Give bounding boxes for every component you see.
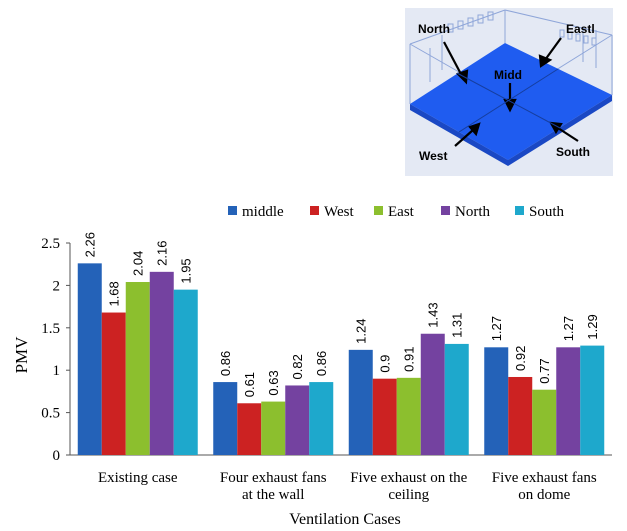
category-label-2-line-0: Five exhaust on the <box>350 470 467 486</box>
y-tick-label: 1 <box>53 363 61 379</box>
category-label-1-line-0: Four exhaust fans <box>220 470 327 486</box>
legend-swatch-south <box>515 206 524 215</box>
x-axis-title: Ventilation Cases <box>289 511 401 528</box>
value-label-west-2: 0.9 <box>378 355 393 373</box>
bar-west-1 <box>237 403 262 455</box>
legend-label-south: South <box>529 204 565 220</box>
legend-swatch-east <box>374 206 383 215</box>
room-floor-diagram: North Eastl Midd West South <box>405 8 613 176</box>
value-label-south-0: 1.95 <box>179 258 194 283</box>
wall-vent <box>559 29 565 38</box>
arrow-east <box>544 37 562 61</box>
y-tick-label: 0.5 <box>41 406 60 422</box>
category-label-3-line-0: Five exhaust fans <box>492 470 597 486</box>
wall-vent <box>457 20 464 30</box>
value-label-north-1: 0.82 <box>290 354 305 379</box>
y-tick-label: 0 <box>53 448 61 464</box>
bar-middle-2 <box>348 349 373 455</box>
arrowhead-south <box>549 121 563 135</box>
value-label-west-3: 0.92 <box>513 346 528 371</box>
value-label-south-3: 1.29 <box>585 314 600 339</box>
label-middle: Midd <box>494 68 522 82</box>
category-label-3-line-1: on dome <box>518 487 570 503</box>
legend-swatch-west <box>310 206 319 215</box>
value-label-east-3: 0.77 <box>537 358 552 383</box>
bar-east-1 <box>261 401 286 455</box>
arrowhead-east <box>538 54 553 68</box>
arrow-north <box>443 41 463 77</box>
floor-left-face <box>410 104 508 166</box>
value-label-east-1: 0.63 <box>266 370 281 395</box>
bar-east-0 <box>125 282 150 455</box>
bar-south-3 <box>580 345 605 455</box>
wall-vent <box>591 37 597 46</box>
wall-vent <box>583 35 589 44</box>
legend-label-middle: middle <box>242 204 284 220</box>
value-label-south-1: 0.86 <box>314 351 329 376</box>
bar-west-0 <box>101 312 126 455</box>
arrow-south <box>557 127 579 142</box>
wall-vent <box>575 33 581 42</box>
value-label-north-3: 1.27 <box>561 316 576 341</box>
arrowhead-west <box>468 122 481 137</box>
bar-north-3 <box>556 347 581 455</box>
label-east: Eastl <box>566 22 595 36</box>
value-label-middle-0: 2.26 <box>83 232 98 257</box>
legend-label-east: East <box>388 204 415 220</box>
bar-south-2 <box>444 343 469 455</box>
bars <box>77 263 605 455</box>
bar-middle-3 <box>484 347 509 455</box>
wall-vent <box>467 17 474 27</box>
bar-east-3 <box>532 389 557 455</box>
value-label-west-0: 1.68 <box>107 281 122 306</box>
bar-north-0 <box>149 271 174 455</box>
value-label-middle-1: 0.86 <box>218 351 233 376</box>
y-tick-label: 1.5 <box>41 321 60 337</box>
legend-label-north: North <box>455 204 490 220</box>
y-axis-title: PMV <box>12 336 31 374</box>
value-label-east-0: 2.04 <box>131 251 146 276</box>
value-label-north-0: 2.16 <box>155 241 170 266</box>
arrow-west <box>454 129 474 147</box>
wall-vent <box>487 11 494 21</box>
bar-north-2 <box>420 333 445 455</box>
value-label-north-2: 1.43 <box>426 302 441 327</box>
value-labels: 2.26 0.86 1.24 1.27 1.68 0.61 0.9 0.92 2.04 0.63 0… <box>83 232 601 397</box>
bar-south-1 <box>309 382 334 455</box>
legend-swatch-middle <box>228 206 237 215</box>
value-label-middle-2: 1.24 <box>354 319 369 344</box>
value-label-west-1: 0.61 <box>242 372 257 397</box>
legend-label-west: West <box>324 204 354 220</box>
bar-middle-1 <box>213 382 238 455</box>
bar-middle-0 <box>77 263 102 455</box>
value-label-south-2: 1.31 <box>450 313 465 338</box>
category-label-2-line-1: ceiling <box>388 487 429 503</box>
y-tick-label: 2 <box>53 278 61 294</box>
legend-swatch-north <box>441 206 450 215</box>
category-label-0-line-0: Existing case <box>98 470 178 486</box>
floor-divider <box>458 68 559 133</box>
value-label-middle-3: 1.27 <box>489 316 504 341</box>
value-label-east-2: 0.91 <box>402 347 417 372</box>
bar-west-2 <box>372 378 397 455</box>
legend: middle West East North South <box>228 204 565 220</box>
wall-vent <box>447 23 454 33</box>
wall-vent <box>477 14 484 24</box>
label-west: West <box>419 149 447 163</box>
bar-east-2 <box>396 377 421 455</box>
label-south: South <box>556 145 590 159</box>
frame-edge <box>504 9 613 36</box>
bar-north-1 <box>285 385 310 455</box>
wall-vent <box>567 31 573 40</box>
category-label-1-line-1: at the wall <box>242 487 304 503</box>
y-tick-label: 2.5 <box>41 236 60 252</box>
bar-west-3 <box>508 376 533 455</box>
label-north: North <box>418 22 450 36</box>
bar-south-0 <box>173 289 198 455</box>
